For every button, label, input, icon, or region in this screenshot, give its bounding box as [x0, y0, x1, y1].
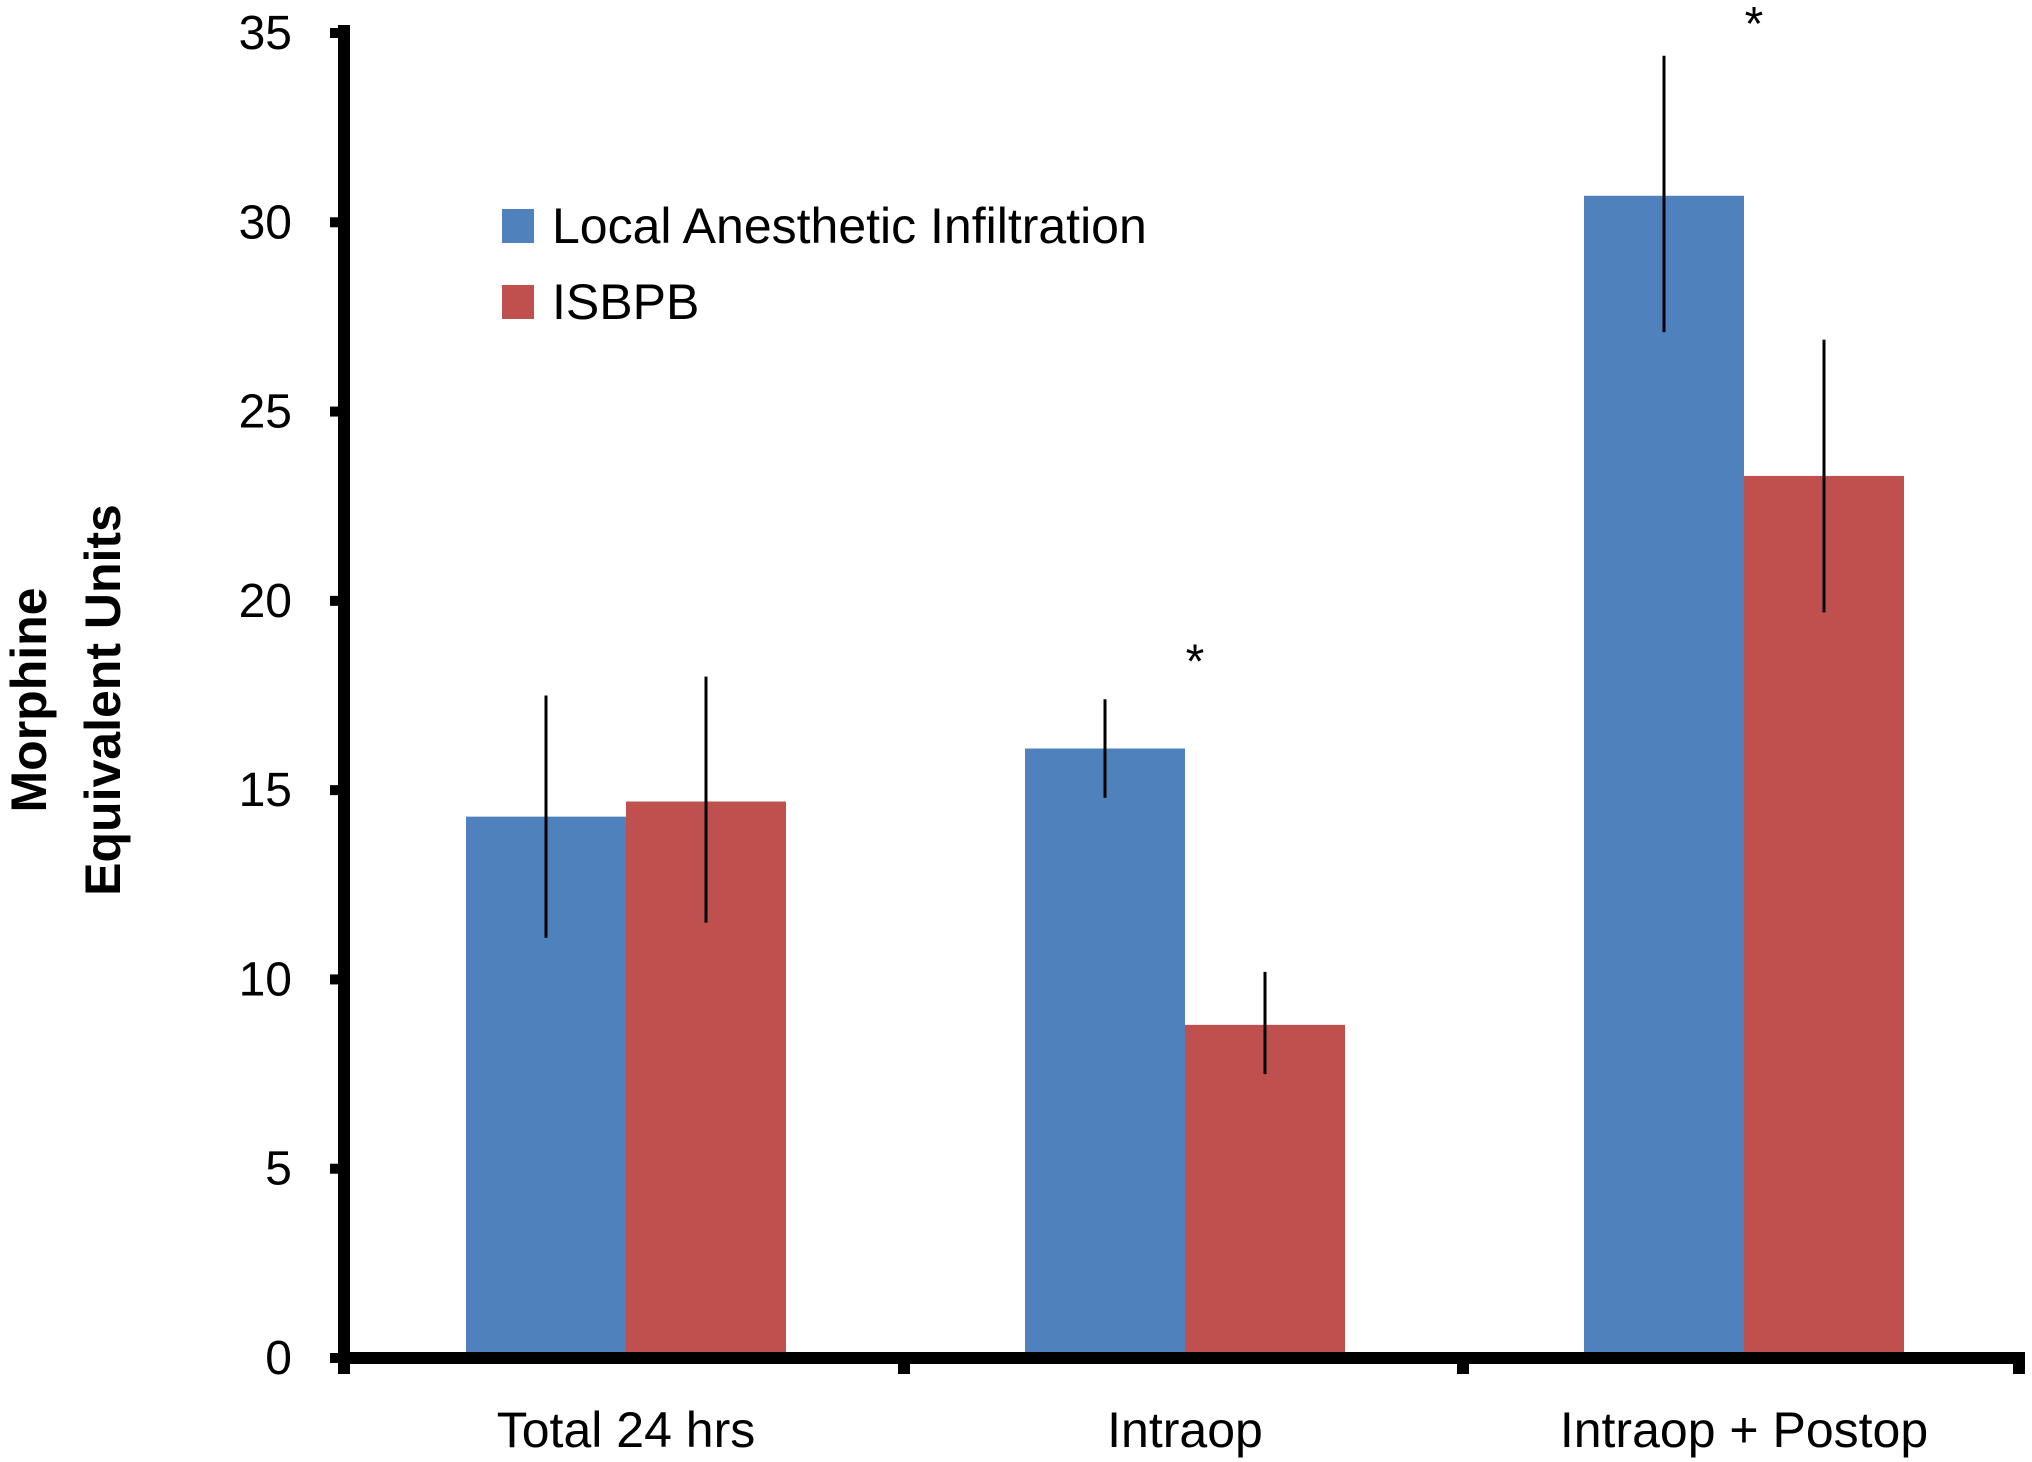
x-category-label: Intraop + Postop: [1560, 1402, 1928, 1458]
y-tick-label: 35: [239, 7, 292, 60]
x-category-label: Total 24 hrs: [497, 1402, 755, 1458]
legend: Local Anesthetic Infiltration ISBPB: [502, 198, 1147, 330]
bar: [1744, 475, 1904, 1358]
bar: [1025, 748, 1185, 1358]
y-tick-label: 15: [239, 764, 292, 817]
y-axis-label-line: Morphine: [1, 588, 57, 813]
error-bars: [544, 55, 1826, 1075]
y-axis-label: Morphine Equivalent Units: [1, 504, 131, 896]
bar: [1584, 195, 1744, 1358]
bars: [466, 195, 1904, 1358]
significance-marker: *: [1745, 0, 1764, 51]
x-axis-ticks: Total 24 hrs Intraop Intraop + Postop: [338, 1358, 2025, 1458]
legend-label: Local Anesthetic Infiltration: [552, 198, 1147, 254]
y-tick-label: 30: [239, 196, 292, 249]
x-category-label: Intraop: [1107, 1402, 1263, 1458]
y-tick-label: 25: [239, 386, 292, 439]
axes: [338, 25, 2025, 1364]
legend-label: ISBPB: [552, 274, 699, 330]
legend-swatch: [502, 285, 534, 319]
significance-marker: *: [1186, 635, 1205, 688]
y-tick-label: 20: [239, 575, 292, 628]
annotations: **: [1186, 0, 1764, 688]
y-axis-ticks: 0 5 10 15 20 25 30 35: [239, 7, 344, 1385]
y-tick-label: 0: [265, 1332, 292, 1385]
legend-swatch: [502, 209, 534, 243]
bar: [1185, 1024, 1345, 1358]
y-tick-label: 10: [239, 953, 292, 1006]
y-tick-label: 5: [265, 1143, 292, 1196]
y-axis-label-line: Equivalent Units: [75, 504, 131, 896]
